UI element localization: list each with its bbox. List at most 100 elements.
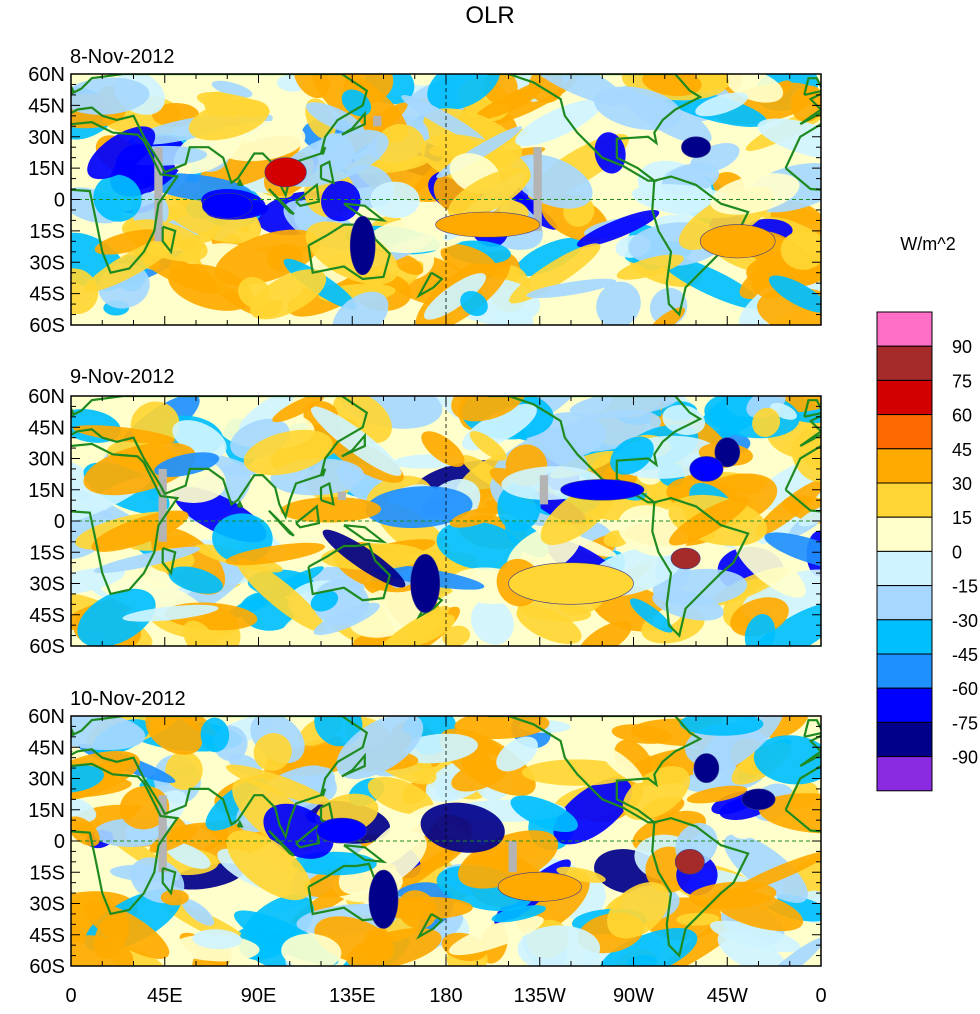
anomaly-patch xyxy=(599,746,644,784)
coastline xyxy=(343,202,388,222)
anomaly-patch xyxy=(451,760,507,792)
colorbar-swatch xyxy=(876,311,933,347)
anomaly-patch xyxy=(469,430,507,461)
anomaly-feature xyxy=(435,211,541,238)
coastline xyxy=(803,719,821,738)
coastline xyxy=(295,824,321,849)
anomaly-patch xyxy=(226,830,311,901)
lon-tick-label: 0 xyxy=(815,985,826,1007)
anomaly-patch xyxy=(752,407,781,437)
missing-data-strip xyxy=(373,115,382,127)
anomaly-feature xyxy=(674,848,705,875)
anomaly-patch xyxy=(734,537,806,598)
colorbar-swatch xyxy=(876,619,933,655)
anomaly-feature xyxy=(410,553,441,613)
panel-2-map xyxy=(71,396,821,646)
anomaly-patch xyxy=(83,442,197,496)
anomaly-patch xyxy=(376,123,426,171)
anomaly-patch xyxy=(757,118,821,161)
anomaly-patch xyxy=(93,546,201,574)
coastline xyxy=(268,829,295,857)
colorbar-level-label: -75 xyxy=(952,713,978,733)
anomaly-patch xyxy=(607,882,670,939)
missing-data-strip xyxy=(154,147,163,242)
anomaly-patch xyxy=(71,567,126,595)
panel-3-date: 10-Nov-2012 xyxy=(70,688,186,710)
anomaly-patch xyxy=(578,620,632,646)
lat-tick-label: 30S xyxy=(29,252,65,274)
lat-tick-label: 45S xyxy=(29,284,65,306)
anomaly-patch xyxy=(145,716,203,755)
anomaly-patch xyxy=(225,542,326,566)
anomaly-patch xyxy=(239,396,296,432)
anomaly-feature xyxy=(508,562,634,605)
lat-tick-label: 60N xyxy=(28,706,65,728)
anomaly-patch xyxy=(475,87,542,120)
lat-tick-label: 30N xyxy=(28,769,65,791)
anomaly-patch xyxy=(160,889,189,906)
colorbar-level-label: 30 xyxy=(952,474,972,494)
anomaly-feature xyxy=(316,817,368,844)
anomaly-patch xyxy=(243,429,333,476)
coastline xyxy=(236,499,244,508)
coastline xyxy=(71,120,180,274)
coastline xyxy=(71,762,180,916)
colorbar-level-label: 60 xyxy=(952,406,972,426)
anomaly-patch xyxy=(332,291,389,325)
anomaly-patch xyxy=(420,802,505,853)
lat-tick-label: 60S xyxy=(29,956,65,978)
missing-data-strip xyxy=(158,795,167,873)
anomaly-patch xyxy=(610,436,654,475)
anomaly-patch xyxy=(770,402,797,420)
anomaly-patch xyxy=(695,92,749,117)
colorbar-level-label: -15 xyxy=(952,577,978,597)
anomaly-feature xyxy=(497,871,582,902)
colorbar-units: W/m^2 xyxy=(900,234,955,254)
panel-2-lat-labels: 60N 45N 30N 15N 0 15S 30S 45S 60S xyxy=(28,386,65,658)
coastline xyxy=(161,547,177,576)
anomaly-patch xyxy=(250,269,327,320)
colorbar-level-label: 75 xyxy=(952,371,972,391)
panel-3-coastlines xyxy=(71,716,821,958)
lon-tick-label: 90E xyxy=(241,985,277,1007)
lat-tick-label: 15N xyxy=(28,480,65,502)
anomaly-patch xyxy=(423,273,487,320)
anomaly-patch xyxy=(71,268,99,315)
anomaly-feature xyxy=(699,224,776,259)
lat-tick-label: 15S xyxy=(29,542,65,564)
anomaly-patch xyxy=(188,99,270,141)
colorbar: W/m^2 90 75 60 45 30 15 0 -15 -30 -45 -60 -75 -90 xyxy=(876,234,978,792)
coastline xyxy=(341,752,366,778)
anomaly-patch xyxy=(421,431,465,467)
lat-tick-label: 30N xyxy=(28,449,65,471)
anomaly-patch xyxy=(686,785,748,804)
coastline xyxy=(236,178,244,186)
colorbar-swatch xyxy=(876,756,933,792)
lon-tick-label: 180 xyxy=(429,985,462,1007)
anomaly-patch xyxy=(454,716,550,740)
anomaly-patch xyxy=(281,933,342,966)
anomaly-patch xyxy=(515,99,602,147)
missing-data-strip xyxy=(158,468,167,542)
anomaly-feature xyxy=(741,788,776,810)
colorbar-swatch xyxy=(876,687,933,723)
anomaly-patch xyxy=(526,278,617,299)
anomaly-feature xyxy=(560,479,645,501)
anomaly-patch xyxy=(709,920,801,953)
missing-data-strip xyxy=(337,491,346,501)
lat-tick-label: 45S xyxy=(29,925,65,947)
panel-2-date: 9-Nov-2012 xyxy=(70,366,175,388)
anomaly-patch xyxy=(458,830,559,889)
coastline xyxy=(487,716,703,824)
anomaly-patch xyxy=(388,613,456,646)
anomaly-patch xyxy=(310,590,339,612)
panel-1-map xyxy=(71,74,821,325)
panel-2: 9-Nov-2012 60N 45N 30N 15N 0 15S 30S 45S 60S xyxy=(28,366,822,658)
anomaly-patch xyxy=(768,275,821,313)
anomaly-patch xyxy=(448,915,544,956)
coastline xyxy=(268,188,295,216)
anomaly-patch xyxy=(517,925,601,966)
lat-tick-label: 45S xyxy=(29,605,65,627)
anomaly-patch xyxy=(73,425,176,444)
